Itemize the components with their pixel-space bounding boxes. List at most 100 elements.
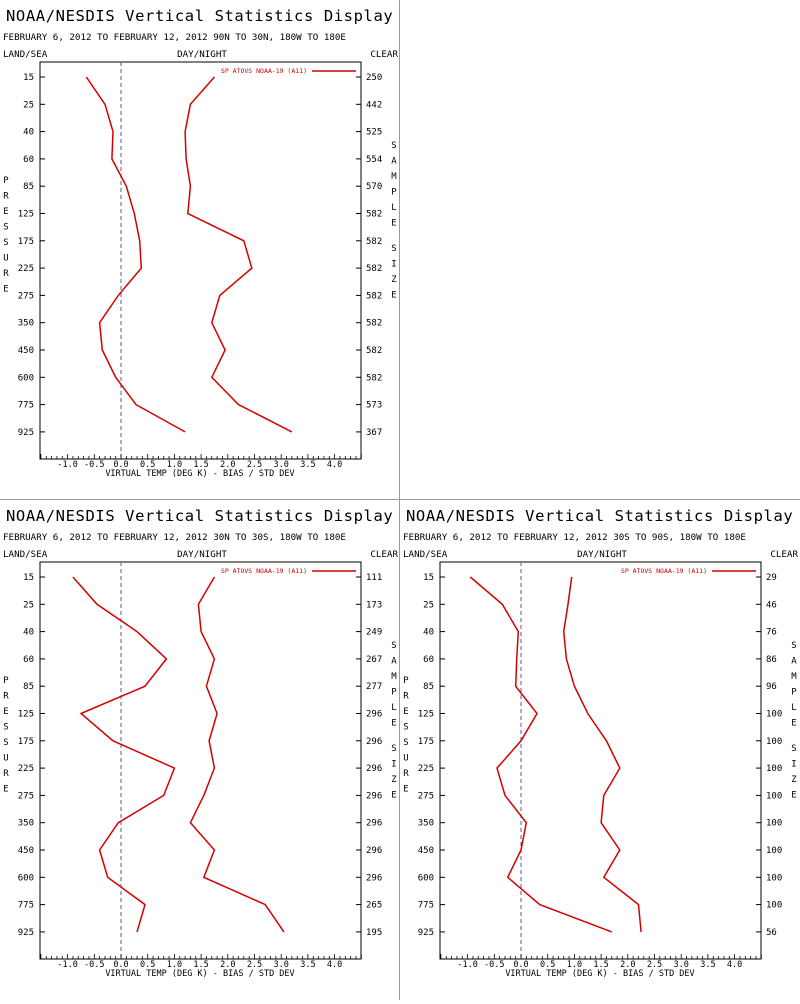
chart-subtitle: FEBRUARY 6, 2012 TO FEBRUARY 12, 2012 30… bbox=[403, 532, 746, 543]
sample-size-label: 525 bbox=[366, 128, 382, 138]
sample-size-axis-letter: S bbox=[791, 744, 796, 754]
x-tick-label: 2.5 bbox=[647, 960, 662, 970]
sample-size-label: 296 bbox=[366, 737, 382, 747]
sample-size-label: 76 bbox=[766, 628, 777, 638]
chart-panel-north: NOAA/NESDIS Vertical Statistics Display F… bbox=[0, 0, 400, 500]
x-tick-label: -0.5 bbox=[84, 460, 104, 470]
sample-size-axis-letter: A bbox=[791, 657, 797, 667]
pressure-tick-label: 60 bbox=[23, 655, 34, 665]
x-tick-label: 1.0 bbox=[167, 960, 182, 970]
sample-size-axis-letter: I bbox=[391, 260, 396, 270]
pressure-axis-letter: S bbox=[3, 738, 8, 748]
x-tick-label: 1.0 bbox=[567, 960, 582, 970]
chart-svg: NOAA/NESDIS Vertical Statistics Display F… bbox=[3, 7, 398, 479]
sample-size-label: 173 bbox=[366, 600, 382, 610]
pressure-tick-label: 450 bbox=[418, 846, 434, 856]
x-tick-label: -1.0 bbox=[57, 960, 77, 970]
plot-frame bbox=[439, 561, 762, 960]
x-tick-label: 0.5 bbox=[540, 960, 555, 970]
x-tick-label: 1.5 bbox=[193, 460, 208, 470]
sample-size-label: 250 bbox=[366, 73, 382, 83]
pressure-tick-label: 175 bbox=[418, 737, 434, 747]
sample-size-label: 267 bbox=[366, 655, 382, 665]
pressure-axis-letter: R bbox=[3, 692, 9, 702]
x-tick-label: 4.0 bbox=[327, 960, 342, 970]
sample-size-label: 570 bbox=[366, 182, 382, 192]
pressure-tick-label: 925 bbox=[18, 428, 34, 438]
pressure-axis-letter: S bbox=[3, 238, 8, 248]
pressure-tick-label: 25 bbox=[23, 100, 34, 110]
sample-size-label: 582 bbox=[366, 346, 382, 356]
pressure-tick-label: 775 bbox=[418, 901, 434, 911]
pressure-tick-label: 350 bbox=[18, 319, 34, 329]
x-tick-label: 2.0 bbox=[620, 960, 635, 970]
sample-size-label: 582 bbox=[366, 291, 382, 301]
sample-size-label: 111 bbox=[366, 573, 382, 583]
pressure-tick-label: 25 bbox=[423, 600, 434, 610]
pressure-tick-label: 60 bbox=[23, 155, 34, 165]
pressure-tick-label: 225 bbox=[18, 764, 34, 774]
sample-size-label: 582 bbox=[366, 319, 382, 329]
sample-size-axis-letter: L bbox=[391, 703, 396, 713]
x-tick-label: 3.0 bbox=[274, 460, 289, 470]
pressure-tick-label: 275 bbox=[418, 791, 434, 801]
x-axis-label: VIRTUAL TEMP (DEG K) - BIAS / STD DEV bbox=[105, 969, 294, 979]
pressure-tick-label: 775 bbox=[18, 401, 34, 411]
vertical-divider-bottom bbox=[399, 500, 400, 1000]
pressure-tick-label: 600 bbox=[18, 873, 34, 883]
sample-size-label: 296 bbox=[366, 819, 382, 829]
pressure-axis-letter: R bbox=[403, 692, 409, 702]
x-tick-label: 0.0 bbox=[513, 960, 528, 970]
sample-size-axis-letter: Z bbox=[391, 275, 397, 285]
sample-size-axis-letter: E bbox=[391, 719, 396, 729]
x-axis-label: VIRTUAL TEMP (DEG K) - BIAS / STD DEV bbox=[505, 969, 694, 979]
pressure-tick-label: 275 bbox=[18, 791, 34, 801]
x-tick-label: -0.5 bbox=[484, 960, 504, 970]
pressure-tick-label: 40 bbox=[423, 628, 434, 638]
sample-size-label: 296 bbox=[366, 873, 382, 883]
sample-size-label: 100 bbox=[766, 737, 782, 747]
pressure-tick-label: 15 bbox=[23, 573, 34, 583]
chart-title: NOAA/NESDIS Vertical Statistics Display bbox=[6, 7, 393, 25]
pressure-tick-label: 125 bbox=[18, 210, 34, 220]
pressure-axis-letter: U bbox=[3, 254, 8, 264]
chart-title: NOAA/NESDIS Vertical Statistics Display bbox=[6, 507, 393, 525]
x-tick-label: 0.5 bbox=[140, 460, 155, 470]
sample-size-axis-letter: E bbox=[391, 791, 396, 801]
pressure-tick-label: 125 bbox=[418, 710, 434, 720]
sample-size-axis-letter: E bbox=[391, 291, 396, 301]
bias-profile-line bbox=[85, 76, 186, 433]
x-tick-label: 0.5 bbox=[140, 960, 155, 970]
corner-label-clear: CLEAR bbox=[370, 49, 398, 60]
sample-size-axis-letter: S bbox=[391, 141, 396, 151]
pressure-tick-label: 85 bbox=[23, 182, 34, 192]
sample-size-label: 296 bbox=[366, 764, 382, 774]
x-tick-label: 1.0 bbox=[167, 460, 182, 470]
pressure-tick-label: 85 bbox=[423, 682, 434, 692]
legend-label: SP ATOVS NOAA-19 (A11) bbox=[221, 67, 307, 75]
corner-label-day-night: DAY/NIGHT bbox=[177, 549, 227, 560]
vertical-divider-top bbox=[399, 0, 400, 500]
pressure-axis-letter: P bbox=[403, 676, 409, 686]
x-tick-label: 3.0 bbox=[274, 960, 289, 970]
pressure-axis-letter: E bbox=[3, 207, 8, 217]
x-tick-label: 0.0 bbox=[113, 460, 128, 470]
sample-size-label: 100 bbox=[766, 846, 782, 856]
pressure-tick-label: 350 bbox=[18, 819, 34, 829]
bias-profile-line bbox=[72, 576, 176, 933]
chart-panel-tropics: NOAA/NESDIS Vertical Statistics Display F… bbox=[0, 500, 400, 1000]
sample-size-label: 29 bbox=[766, 573, 777, 583]
sample-size-axis-letter: S bbox=[391, 244, 396, 254]
chart-subtitle: FEBRUARY 6, 2012 TO FEBRUARY 12, 2012 90… bbox=[3, 32, 346, 43]
plot-frame bbox=[39, 561, 362, 960]
pressure-tick-label: 775 bbox=[18, 901, 34, 911]
pressure-axis-letter: E bbox=[3, 707, 8, 717]
sample-size-axis-letter: S bbox=[791, 641, 796, 651]
pressure-tick-label: 125 bbox=[18, 710, 34, 720]
legend-label: SP ATOVS NOAA-19 (A11) bbox=[221, 567, 307, 575]
pressure-axis-letter: U bbox=[403, 754, 408, 764]
sample-size-label: 56 bbox=[766, 928, 777, 938]
pressure-tick-label: 225 bbox=[18, 264, 34, 274]
pressure-tick-label: 600 bbox=[18, 373, 34, 383]
sample-size-axis-letter: P bbox=[391, 188, 397, 198]
